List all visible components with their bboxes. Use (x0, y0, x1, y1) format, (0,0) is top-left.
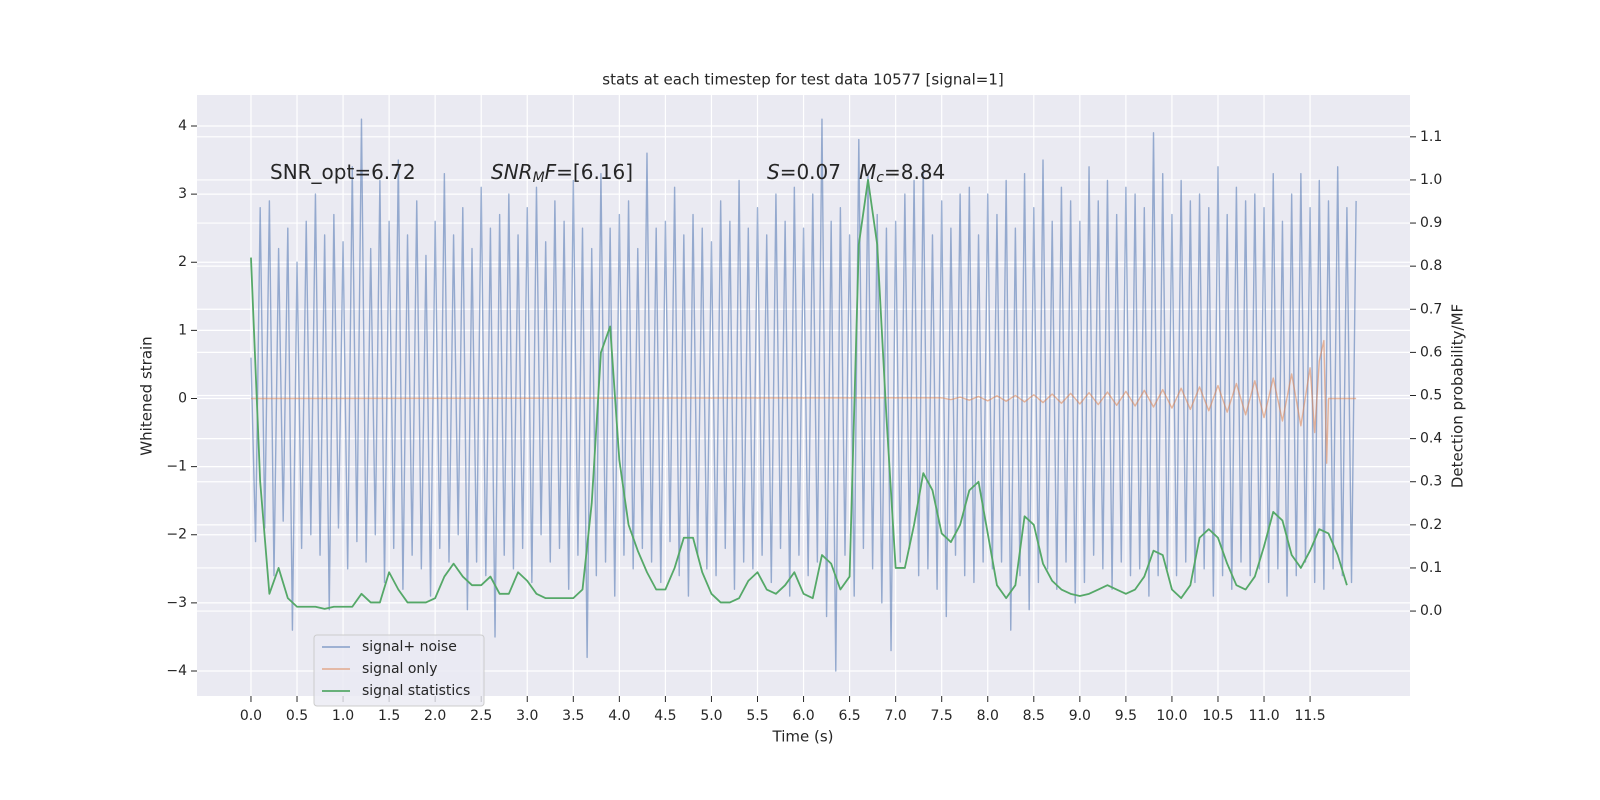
annotation-part: M (533, 170, 545, 186)
y2-tick-label: 0.9 (1420, 215, 1442, 231)
annotation: SNR_opt=6.72 (270, 160, 416, 184)
y2-tick-label: 0.8 (1420, 258, 1442, 274)
y2-tick-label: 0.5 (1420, 388, 1442, 404)
x-tick-label: 11.0 (1248, 708, 1279, 724)
annotation: SNRMF=[6.16] (491, 160, 633, 187)
y2-tick-label: 0.0 (1420, 603, 1442, 619)
y2-tick-label: 0.2 (1420, 517, 1442, 533)
x-axis-label: Time (s) (772, 728, 834, 746)
y2-tick-label: 1.0 (1420, 172, 1442, 188)
y2-tick-label: 0.3 (1420, 474, 1442, 490)
y2-tick-label: 0.1 (1420, 560, 1442, 576)
x-tick-label: 4.0 (608, 708, 630, 724)
annotation-part: c (876, 170, 884, 186)
x-tick-label: 9.0 (1069, 708, 1091, 724)
annotation-part: SNR_opt=6.72 (270, 160, 416, 184)
annotation-part: F (545, 160, 557, 184)
y-tick-label: −1 (166, 459, 187, 475)
x-tick-label: 2.5 (470, 708, 492, 724)
series-line (250, 179, 1348, 610)
x-tick-label: 11.5 (1294, 708, 1325, 724)
annotation-part: S (767, 160, 780, 184)
y-axis-label: Whitened strain (138, 336, 156, 455)
y2-tick-label: 0.4 (1420, 431, 1442, 447)
annotation-part: M (859, 160, 876, 184)
x-tick-label: 0.5 (286, 708, 308, 724)
y-tick-label: 2 (178, 254, 187, 270)
y-tick-label: 1 (178, 322, 187, 338)
series-line (250, 118, 1357, 672)
x-tick-label: 6.0 (792, 708, 814, 724)
y-tick-label: −2 (166, 527, 187, 543)
legend-label: signal+ noise (362, 639, 457, 655)
y-tick-label: −3 (166, 595, 187, 611)
x-tick-label: 8.5 (1023, 708, 1045, 724)
annotation-part: SNR (491, 160, 533, 184)
x-tick-label: 10.0 (1156, 708, 1187, 724)
x-tick-label: 2.0 (424, 708, 446, 724)
x-tick-label: 5.0 (700, 708, 722, 724)
y2-tick-label: 0.6 (1420, 344, 1442, 360)
x-tick-label: 5.5 (746, 708, 768, 724)
legend: signal+ noise signal only signal statistic… (313, 634, 485, 707)
y2-tick-label: 0.7 (1420, 301, 1442, 317)
x-tick-label: 6.5 (838, 708, 860, 724)
y2-axis-label: Detection probability/MF (1449, 304, 1467, 488)
x-tick-label: 1.0 (332, 708, 354, 724)
x-tick-label: 9.5 (1115, 708, 1137, 724)
series-line (250, 339, 1357, 464)
x-tick-label: 7.0 (885, 708, 907, 724)
y-tick-label: 4 (178, 118, 187, 134)
x-tick-label: 4.5 (654, 708, 676, 724)
x-tick-label: 7.5 (931, 708, 953, 724)
legend-label: signal statistics (362, 683, 470, 699)
annotation-part: =0.07 (780, 160, 841, 184)
x-tick-label: 1.5 (378, 708, 400, 724)
x-tick-label: 10.5 (1202, 708, 1233, 724)
x-tick-label: 8.0 (977, 708, 999, 724)
x-tick-label: 0.0 (240, 708, 262, 724)
legend-box (313, 634, 485, 707)
chart-title: stats at each timestep for test data 105… (602, 71, 1003, 89)
annotation-part: =[6.16] (556, 160, 633, 184)
y-tick-label: 3 (178, 186, 187, 202)
annotation: S=0.07 (767, 160, 841, 184)
annotation-part: =8.84 (884, 160, 945, 184)
x-tick-label: 3.0 (516, 708, 538, 724)
y2-tick-label: 1.1 (1420, 129, 1442, 145)
legend-label: signal only (362, 661, 437, 677)
annotation: Mc=8.84 (859, 160, 945, 187)
x-tick-label: 3.5 (562, 708, 584, 724)
y-tick-label: 0 (178, 390, 187, 406)
y-tick-label: −4 (166, 663, 187, 679)
